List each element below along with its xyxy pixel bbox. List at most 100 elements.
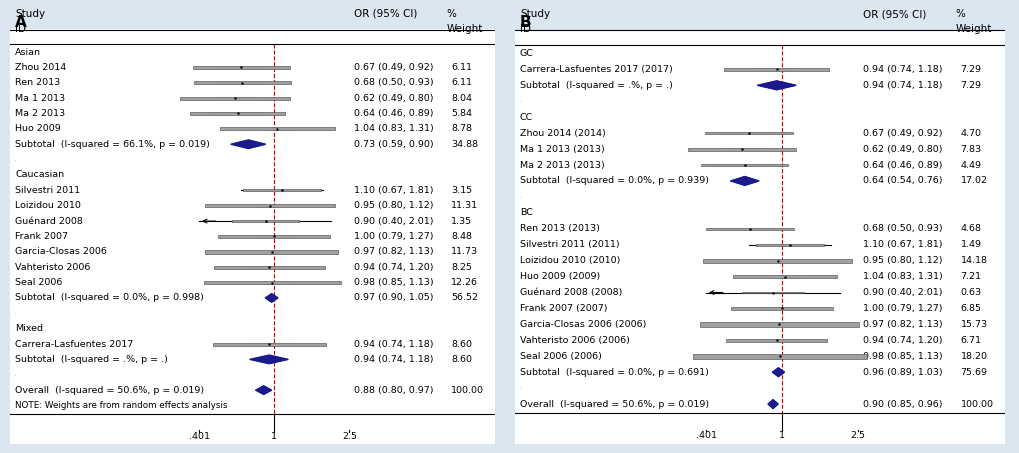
FancyBboxPatch shape xyxy=(205,250,338,254)
Text: Garcia-Closas 2006: Garcia-Closas 2006 xyxy=(15,247,107,256)
Polygon shape xyxy=(756,81,795,90)
Text: 0.62 (0.49, 0.80): 0.62 (0.49, 0.80) xyxy=(862,145,942,154)
Text: Silvestri 2011 (2011): Silvestri 2011 (2011) xyxy=(520,240,619,249)
FancyBboxPatch shape xyxy=(218,235,330,238)
Text: Subtotal  (I-squared = .%, p = .): Subtotal (I-squared = .%, p = .) xyxy=(15,355,168,364)
Text: 100.00: 100.00 xyxy=(450,386,484,395)
Text: 100.00: 100.00 xyxy=(960,400,993,409)
Text: Weight: Weight xyxy=(955,24,991,34)
Text: GC: GC xyxy=(520,49,533,58)
Text: 17.02: 17.02 xyxy=(960,177,986,185)
Text: 2.5: 2.5 xyxy=(850,431,864,440)
Text: 18.20: 18.20 xyxy=(960,352,986,361)
Text: Guénard 2008 (2008): Guénard 2008 (2008) xyxy=(520,288,622,297)
Text: 12.26: 12.26 xyxy=(450,278,478,287)
Text: 8.04: 8.04 xyxy=(450,94,472,103)
FancyBboxPatch shape xyxy=(190,112,285,115)
Text: 0.68 (0.50, 0.93): 0.68 (0.50, 0.93) xyxy=(354,78,433,87)
Text: 8.48: 8.48 xyxy=(450,232,472,241)
Text: 56.52: 56.52 xyxy=(450,294,478,303)
Text: 8.78: 8.78 xyxy=(450,125,472,133)
FancyBboxPatch shape xyxy=(726,339,826,342)
Text: Ma 1 2013 (2013): Ma 1 2013 (2013) xyxy=(520,145,604,154)
FancyBboxPatch shape xyxy=(205,204,335,207)
FancyBboxPatch shape xyxy=(688,148,796,150)
FancyBboxPatch shape xyxy=(180,96,289,100)
Text: Zhou 2014 (2014): Zhou 2014 (2014) xyxy=(520,129,605,138)
Text: 0.95 (0.80, 1.12): 0.95 (0.80, 1.12) xyxy=(862,256,942,265)
FancyBboxPatch shape xyxy=(232,220,299,222)
Polygon shape xyxy=(256,386,271,395)
Text: Ma 2 2013: Ma 2 2013 xyxy=(15,109,65,118)
Text: 11.31: 11.31 xyxy=(450,201,478,210)
Text: .: . xyxy=(15,311,16,315)
FancyBboxPatch shape xyxy=(515,14,1004,29)
Text: 3.15: 3.15 xyxy=(450,186,472,195)
Text: Subtotal  (I-squared = 0.0%, p = 0.998): Subtotal (I-squared = 0.0%, p = 0.998) xyxy=(15,294,204,303)
Text: 75.69: 75.69 xyxy=(960,368,986,377)
Text: 8.60: 8.60 xyxy=(450,355,472,364)
Text: 2.5: 2.5 xyxy=(341,432,357,441)
Text: %: % xyxy=(446,9,455,19)
Text: A: A xyxy=(15,15,26,30)
Text: Silvestri 2011: Silvestri 2011 xyxy=(15,186,81,195)
Text: OR (95% CI): OR (95% CI) xyxy=(862,9,925,19)
FancyBboxPatch shape xyxy=(702,259,851,263)
Text: 1.10 (0.67, 1.81): 1.10 (0.67, 1.81) xyxy=(354,186,433,195)
Text: 4.68: 4.68 xyxy=(960,224,980,233)
Text: 0.68 (0.50, 0.93): 0.68 (0.50, 0.93) xyxy=(862,224,942,233)
Text: 6.85: 6.85 xyxy=(960,304,980,313)
Text: CC: CC xyxy=(520,113,533,122)
Text: 8.25: 8.25 xyxy=(450,263,472,272)
Text: 0.64 (0.54, 0.76): 0.64 (0.54, 0.76) xyxy=(862,177,942,185)
Text: 1.00 (0.79, 1.27): 1.00 (0.79, 1.27) xyxy=(354,232,433,241)
Text: B: B xyxy=(520,15,531,30)
Text: 1.35: 1.35 xyxy=(450,217,472,226)
Text: Subtotal  (I-squared = 0.0%, p = 0.939): Subtotal (I-squared = 0.0%, p = 0.939) xyxy=(520,177,708,185)
Text: 0.94 (0.74, 1.18): 0.94 (0.74, 1.18) xyxy=(354,355,433,364)
Text: Overall  (I-squared = 50.6%, p = 0.019): Overall (I-squared = 50.6%, p = 0.019) xyxy=(15,386,204,395)
Text: .: . xyxy=(520,99,521,103)
Polygon shape xyxy=(730,177,758,185)
Text: ID: ID xyxy=(520,24,531,34)
Text: 34.88: 34.88 xyxy=(450,140,478,149)
Text: 0.94 (0.74, 1.18): 0.94 (0.74, 1.18) xyxy=(862,65,942,74)
Text: 7.21: 7.21 xyxy=(960,272,980,281)
Text: %: % xyxy=(955,9,965,19)
Text: 0.95 (0.80, 1.12): 0.95 (0.80, 1.12) xyxy=(354,201,433,210)
Text: 14.18: 14.18 xyxy=(960,256,986,265)
Text: 0.67 (0.49, 0.92): 0.67 (0.49, 0.92) xyxy=(862,129,942,138)
Text: Loizidou 2010 (2010): Loizidou 2010 (2010) xyxy=(520,256,620,265)
Text: 0.97 (0.82, 1.13): 0.97 (0.82, 1.13) xyxy=(354,247,433,256)
Text: 6.71: 6.71 xyxy=(960,336,980,345)
Text: Overall  (I-squared = 50.6%, p = 0.019): Overall (I-squared = 50.6%, p = 0.019) xyxy=(520,400,708,409)
Text: Study: Study xyxy=(520,9,549,19)
Text: 1.10 (0.67, 1.81): 1.10 (0.67, 1.81) xyxy=(862,240,942,249)
Polygon shape xyxy=(771,368,784,377)
Text: 0.98 (0.85, 1.13): 0.98 (0.85, 1.13) xyxy=(354,278,433,287)
FancyBboxPatch shape xyxy=(731,307,832,310)
Text: 0.90 (0.40, 2.01): 0.90 (0.40, 2.01) xyxy=(862,288,942,297)
Text: .: . xyxy=(15,158,16,162)
Text: Guénard 2008: Guénard 2008 xyxy=(15,217,83,226)
Text: Zhou 2014: Zhou 2014 xyxy=(15,63,66,72)
Text: Mixed: Mixed xyxy=(15,324,43,333)
Text: Subtotal  (I-squared = .%, p = .): Subtotal (I-squared = .%, p = .) xyxy=(520,81,673,90)
Text: Vahteristo 2006: Vahteristo 2006 xyxy=(15,263,91,272)
FancyBboxPatch shape xyxy=(212,342,325,346)
Text: 7.29: 7.29 xyxy=(960,65,980,74)
Text: 1: 1 xyxy=(271,432,277,441)
Text: ID: ID xyxy=(15,24,26,34)
Text: Vahteristo 2006 (2006): Vahteristo 2006 (2006) xyxy=(520,336,630,345)
Text: 0.94 (0.74, 1.18): 0.94 (0.74, 1.18) xyxy=(862,81,942,90)
Text: .: . xyxy=(15,373,16,377)
Text: .: . xyxy=(520,386,521,390)
Text: OR (95% CI): OR (95% CI) xyxy=(354,9,417,19)
FancyBboxPatch shape xyxy=(243,189,321,191)
Text: Huo 2009 (2009): Huo 2009 (2009) xyxy=(520,272,599,281)
Text: 5.84: 5.84 xyxy=(450,109,472,118)
Text: .: . xyxy=(520,195,521,199)
Text: .401: .401 xyxy=(189,432,210,441)
Text: 0.64 (0.46, 0.89): 0.64 (0.46, 0.89) xyxy=(862,160,942,169)
FancyBboxPatch shape xyxy=(204,281,340,284)
